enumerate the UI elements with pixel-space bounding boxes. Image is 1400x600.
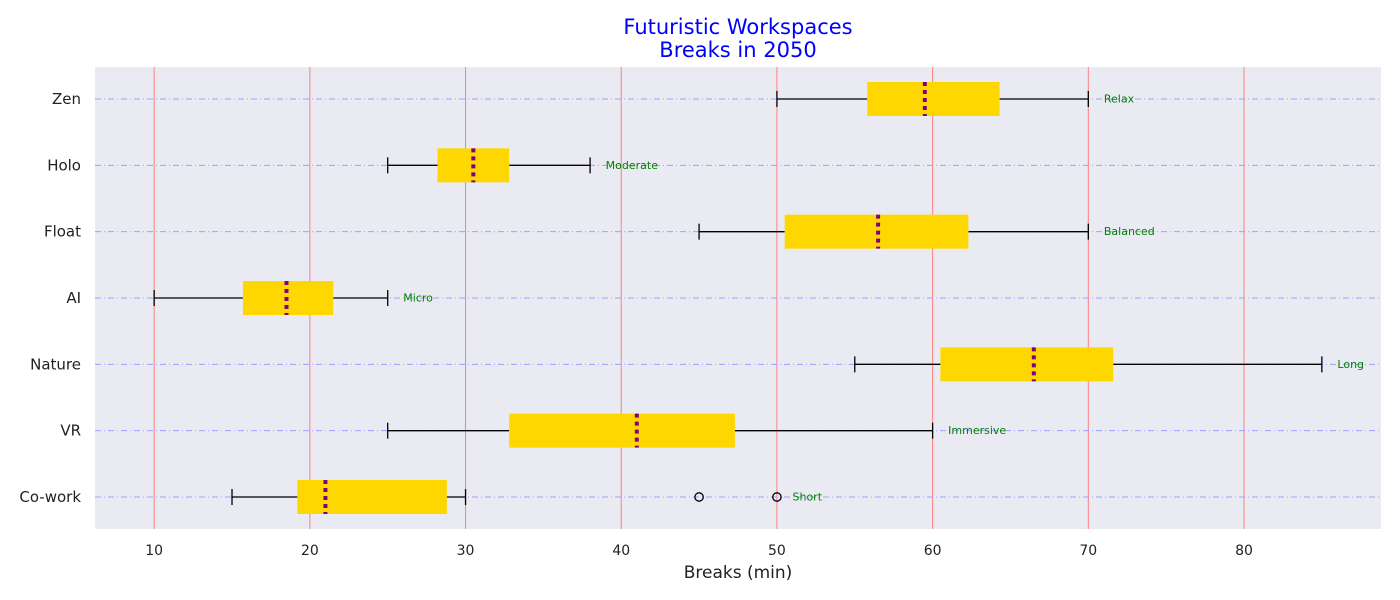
x-tick-label: 10 bbox=[145, 543, 163, 559]
x-axis-tick-labels: 10 20 30 40 50 60 70 80 bbox=[145, 543, 1253, 559]
annotation-label: Moderate bbox=[606, 159, 659, 172]
chart-title-line: Futuristic Workspaces bbox=[623, 15, 852, 39]
x-tick-label: 60 bbox=[924, 543, 942, 559]
box-series bbox=[153, 82, 1323, 514]
annotation-label: Balanced bbox=[1104, 225, 1155, 238]
outlier-point bbox=[694, 492, 704, 502]
y-tick-label: Nature bbox=[30, 355, 81, 373]
box-float bbox=[698, 214, 1089, 249]
box-iqr bbox=[867, 82, 1000, 116]
x-tick-label: 20 bbox=[301, 543, 319, 559]
annotation-label: Long bbox=[1337, 358, 1364, 371]
x-tick-label: 50 bbox=[768, 543, 786, 559]
box-ai bbox=[153, 281, 389, 315]
box-iqr bbox=[509, 413, 735, 448]
annotation-label: Short bbox=[792, 491, 822, 504]
x-tick-label: 80 bbox=[1235, 543, 1253, 559]
annotation-label: Relax bbox=[1104, 93, 1135, 106]
annotations: Short Immersive Long Micro Balanced Moderate R… bbox=[403, 93, 1364, 504]
x-tick-label: 70 bbox=[1079, 543, 1097, 559]
box-holo bbox=[387, 148, 591, 183]
outlier-point bbox=[772, 492, 782, 502]
chart-title-line: Breaks in 2050 bbox=[659, 38, 816, 62]
x-axis-label: Breaks (min) bbox=[684, 563, 793, 583]
y-tick-label: Holo bbox=[47, 156, 81, 174]
y-tick-label: Co-work bbox=[19, 488, 81, 506]
y-tick-label: AI bbox=[66, 289, 81, 307]
box-co-work bbox=[231, 480, 782, 514]
annotation-label: Immersive bbox=[948, 424, 1006, 437]
y-tick-label: Zen bbox=[52, 90, 81, 108]
y-tick-label: VR bbox=[60, 422, 81, 440]
x-tick-label: 40 bbox=[612, 543, 630, 559]
box-zen bbox=[776, 82, 1089, 116]
box-vr bbox=[387, 413, 934, 448]
y-axis-tick-labels: Co-work VR Nature AI Float Holo Zen bbox=[19, 90, 81, 506]
box-nature bbox=[854, 347, 1323, 382]
annotation-label: Micro bbox=[403, 292, 433, 305]
box-iqr bbox=[297, 480, 447, 514]
x-tick-label: 30 bbox=[457, 543, 475, 559]
box-iqr bbox=[940, 347, 1114, 382]
y-tick-label: Float bbox=[44, 223, 81, 241]
